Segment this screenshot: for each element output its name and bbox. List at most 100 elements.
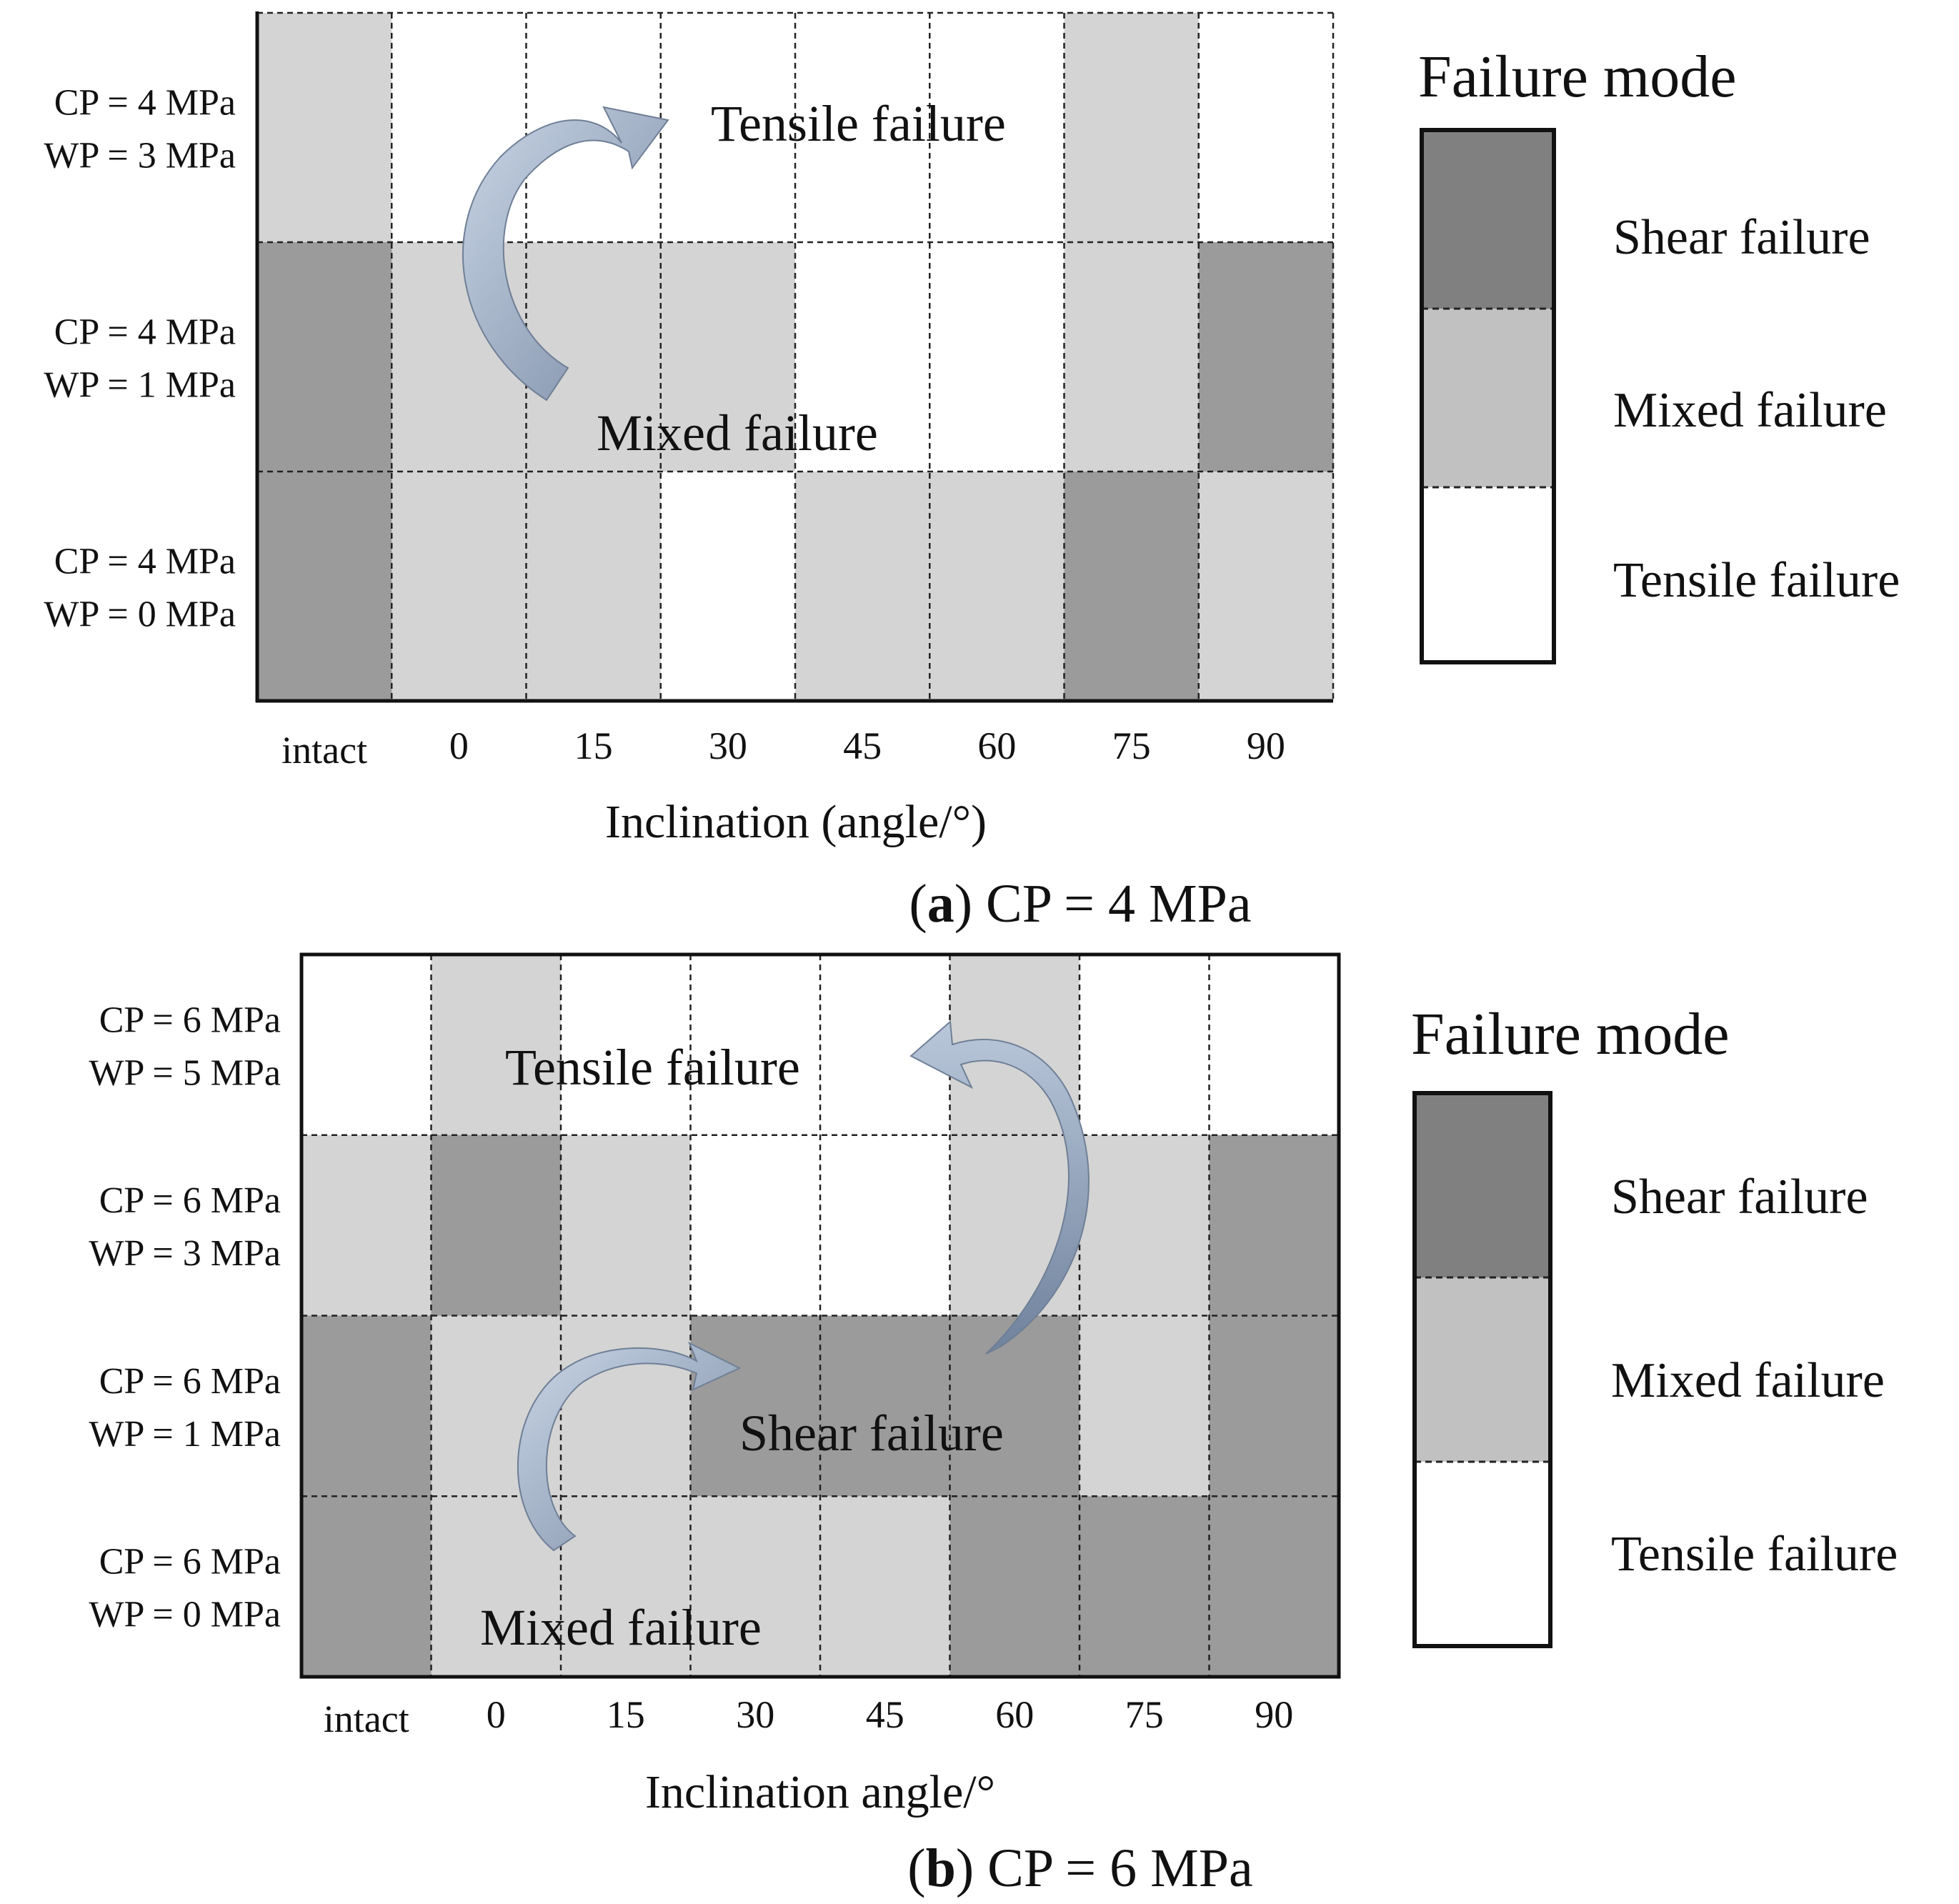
panel-a-cell-r2-c2	[526, 472, 662, 702]
panel-a-x-tick-5: 60	[977, 724, 1016, 767]
panel-a-x-tick-4: 45	[843, 724, 882, 767]
panel-b-x-tick-0: intact	[324, 1698, 409, 1740]
panel-b-row-label-3-line2: WP = 0 MPa	[89, 1595, 281, 1635]
panel-a-cell-r1-c4	[795, 242, 930, 472]
panel-a-x-tick-1: 0	[449, 724, 469, 767]
panel-b-legend-label-mixed: Mixed failure	[1611, 1353, 1885, 1408]
panel-b-row-labels: CP = 6 MPa WP = 5 MPa CP = 6 MPa WP = 3 MPa…	[89, 1000, 281, 1635]
panel-b-annotation-shear: Shear failure	[739, 1405, 1004, 1462]
panel-b-row-label-2-line1: CP = 6 MPa	[99, 1361, 281, 1402]
panel-b-legend-swatch-mixed	[1415, 1277, 1550, 1462]
panel-a-x-tick-3: 30	[709, 724, 747, 767]
panel-a-annotation-tensile: Tensile failure	[711, 95, 1006, 152]
panel-a-cell-r1-c7	[1198, 242, 1334, 472]
panel-b-cell-r0-c3	[690, 955, 821, 1136]
panel-a-tick-labels: intact 0 15 30 45 60 75 90	[281, 724, 1285, 772]
panel-a-cell-r2-c3	[660, 472, 796, 702]
panel-b-frame	[299, 952, 1341, 1679]
panel-a-cell-r2-c7	[1198, 472, 1334, 702]
panel-b-row-label-0-line1: CP = 6 MPa	[99, 1000, 281, 1040]
panel-b-cell-r0-c7	[1209, 955, 1340, 1136]
panel-a-row-label-0-line1: CP = 4 MPa	[54, 83, 236, 124]
panel-a-curved-arrow	[462, 106, 669, 402]
panel-b-cell-r2-c0	[301, 1315, 432, 1497]
panel-b-x-tick-3: 30	[736, 1693, 774, 1736]
panel-a-cell-r1-c0	[257, 242, 392, 472]
panel-b-cell-r0-c6	[1080, 955, 1210, 1136]
panel-a-legend-title: Failure mode	[1418, 44, 1737, 110]
panel-a-x-axis-title: Inclination (angle/°)	[605, 796, 987, 848]
panel-b-x-tick-6: 75	[1125, 1693, 1164, 1736]
panel-a-x-tick-6: 75	[1112, 724, 1151, 767]
panel-a-caption-letter: a	[927, 874, 954, 934]
panel-b-cell-r0-c1	[431, 955, 562, 1136]
panel-a-cell-r0-c4	[795, 13, 930, 243]
panel-b-legend-title: Failure mode	[1411, 1001, 1730, 1067]
panel-b-legend-label-shear: Shear failure	[1611, 1170, 1868, 1225]
panel-b-cell-r1-c0	[301, 1135, 432, 1316]
panel-b-cell-r0-c2	[561, 955, 691, 1136]
panel-b-row-label-0-line2: WP = 5 MPa	[89, 1052, 281, 1093]
panel-a-legend-swatch-mixed	[1422, 309, 1554, 487]
panel-b-caption-letter: b	[926, 1838, 956, 1898]
panel-a-cell-r2-c6	[1064, 472, 1200, 702]
panel-a-legend-box	[1420, 128, 1556, 664]
panel-a-grid	[255, 11, 1335, 703]
panel-a-caption-text: ) CP = 4 MPa	[954, 874, 1252, 934]
panel-b-row-label-3-line1: CP = 6 MPa	[99, 1542, 281, 1582]
panel-b-cell-r3-c2	[561, 1496, 691, 1678]
panel-b-x-tick-5: 60	[995, 1693, 1034, 1736]
panel-b-annotation-tensile: Tensile failure	[505, 1039, 800, 1096]
panel-b-row-label-1-line1: CP = 6 MPa	[99, 1180, 281, 1221]
panel-a-legend-label-tensile: Tensile failure	[1613, 553, 1900, 608]
panel-a-x-tick-2: 15	[574, 724, 613, 767]
panel-b-legend-label-tensile: Tensile failure	[1611, 1527, 1898, 1582]
panel-b-legend-swatch-tensile	[1415, 1462, 1550, 1646]
panel-b-curved-arrow-right	[909, 1020, 1090, 1355]
panel-b-cell-r1-c7	[1209, 1135, 1340, 1316]
panel-b-x-tick-7: 90	[1255, 1693, 1293, 1736]
panel-a-cell-r1-c6	[1064, 242, 1200, 472]
panel-b-caption: (b) CP = 6 MPa	[907, 1838, 1252, 1898]
panel-b-cell-r1-c5	[949, 1135, 1080, 1316]
panel-a-legend-label-shear: Shear failure	[1613, 210, 1870, 265]
panel-b-cell-r3-c7	[1209, 1496, 1340, 1678]
panel-b-cell-r1-c4	[820, 1135, 950, 1316]
panel-a-legend-swatch-tensile	[1422, 487, 1554, 662]
panel-a-cell-r2-c4	[795, 472, 930, 702]
panel-a-cell-r0-c0	[257, 13, 392, 243]
panel-b-cell-r2-c3	[690, 1315, 821, 1497]
panel-a-cells	[257, 13, 1334, 702]
panel-a-x-tick-0: intact	[281, 729, 367, 772]
panel-b-legend-swatch-shear	[1415, 1093, 1550, 1277]
panel-b-cell-r3-c5	[949, 1496, 1080, 1678]
panel-b-cell-r0-c0	[301, 955, 432, 1136]
panel-b-cell-r1-c1	[431, 1135, 562, 1316]
panel-b-cell-r2-c7	[1209, 1315, 1340, 1497]
panel-a-x-tick-7: 90	[1247, 724, 1285, 767]
panel-b-cell-r1-c3	[690, 1135, 821, 1316]
panel-a-legend-swatch-shear	[1422, 130, 1554, 309]
panel-a-row-labels: CP = 4 MPa WP = 3 MPa CP = 4 MPa WP = 1 MPa…	[44, 83, 236, 635]
panel-b-x-axis-title: Inclination angle/°	[645, 1766, 995, 1818]
panel-b-row-label-1-line2: WP = 3 MPa	[89, 1233, 281, 1274]
panel-a-cell-r0-c5	[929, 13, 1065, 243]
panel-a: CP = 4 MPa WP = 3 MPa CP = 4 MPa WP = 1 MPa…	[44, 11, 1900, 934]
panel-b-cell-r2-c6	[1080, 1315, 1210, 1497]
panel-b-row-label-2-line2: WP = 1 MPa	[89, 1414, 281, 1455]
panel-a-row-label-1-line1: CP = 4 MPa	[54, 312, 236, 353]
panel-b-caption-text: ) CP = 6 MPa	[956, 1838, 1253, 1898]
panel-b-cell-r2-c5	[949, 1315, 1080, 1497]
panel-a-cell-r0-c3	[660, 13, 796, 243]
panel-b-grid	[299, 952, 1341, 1679]
panel-b-x-tick-1: 0	[487, 1693, 506, 1736]
panel-a-cell-r0-c7	[1198, 13, 1334, 243]
panel-b: CP = 6 MPa WP = 5 MPa CP = 6 MPa WP = 3 MPa…	[89, 952, 1898, 1898]
panel-b-cell-r2-c2	[561, 1315, 691, 1497]
panel-a-legend-label-mixed: Mixed failure	[1613, 383, 1887, 438]
panel-a-row-label-0-line2: WP = 3 MPa	[44, 136, 236, 176]
panel-b-cell-r3-c4	[820, 1496, 950, 1678]
panel-b-tick-labels: intact 0 15 30 45 60 75 90	[324, 1693, 1293, 1740]
